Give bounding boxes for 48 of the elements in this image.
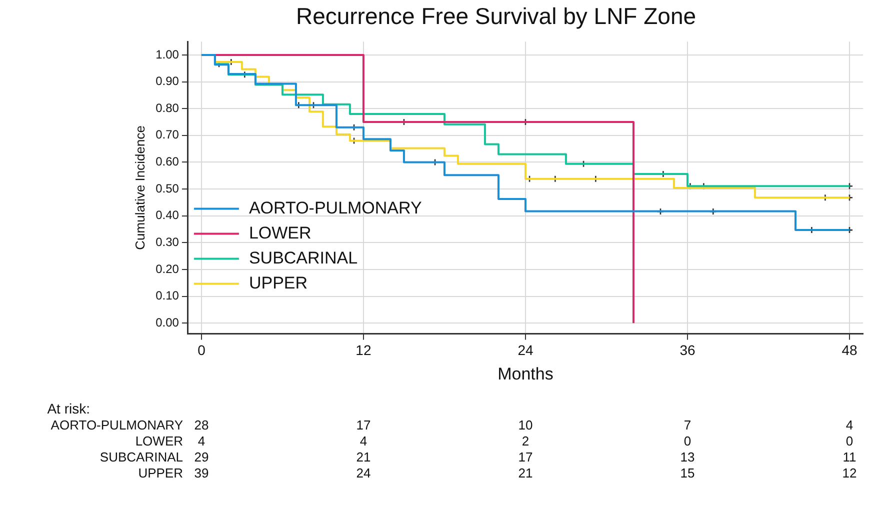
text: 39: [194, 465, 209, 480]
text: 0: [684, 433, 692, 448]
text: 24: [356, 465, 371, 480]
y-tick-label: 0.50: [156, 181, 180, 196]
x-tick-label: 0: [198, 342, 206, 358]
text: 11: [842, 449, 856, 464]
y-tick-label: 0.80: [156, 100, 180, 115]
legend-label: SUBCARINAL: [248, 248, 358, 268]
y-tick-label: 1.00: [156, 47, 180, 62]
text: 4: [360, 433, 368, 448]
chart-title: Recurrence Free Survival by LNF Zone: [296, 3, 696, 30]
text: 29: [194, 449, 209, 464]
text: 17: [356, 417, 371, 432]
text: 13: [680, 449, 695, 464]
y-tick-label: 0.20: [156, 262, 180, 276]
text: SUBCARINAL: [100, 449, 183, 464]
text: 28: [194, 417, 209, 432]
x-tick-label: 48: [842, 342, 858, 358]
text: AORTO-PULMONARY: [50, 417, 184, 432]
text: 0: [846, 433, 854, 448]
y-axis-title: Cumulative Incidence: [132, 126, 148, 250]
text: UPPER: [138, 465, 183, 480]
x-tick-label: 12: [356, 342, 372, 358]
x-tick-label: 36: [680, 342, 696, 358]
text: LOWER: [135, 433, 183, 448]
text: 4: [846, 417, 854, 432]
y-tick-label: 0.30: [156, 234, 180, 249]
legend-label: LOWER: [248, 223, 312, 242]
text: At risk:: [47, 400, 90, 417]
x-tick-label: 24: [518, 342, 534, 358]
y-tick-label: 0.10: [156, 288, 180, 303]
y-tick-label: 0.70: [156, 128, 180, 142]
text: 2: [522, 433, 530, 448]
text: 12: [842, 465, 857, 480]
y-tick-label: 0.00: [156, 315, 180, 330]
legend-label: UPPER: [248, 273, 308, 292]
y-tick-label: 0.90: [156, 74, 180, 88]
x-axis-title: Months: [498, 364, 554, 384]
text: 15: [680, 465, 695, 480]
legend-label: AORTO-PULMONARY: [248, 198, 422, 218]
text: 4: [198, 433, 206, 448]
text: 21: [518, 465, 533, 480]
text: 7: [684, 417, 692, 432]
text: 21: [356, 449, 371, 464]
text: 10: [518, 417, 533, 432]
y-tick-label: 0.40: [156, 208, 180, 222]
y-tick-label: 0.60: [156, 154, 180, 169]
text: 17: [518, 449, 533, 464]
